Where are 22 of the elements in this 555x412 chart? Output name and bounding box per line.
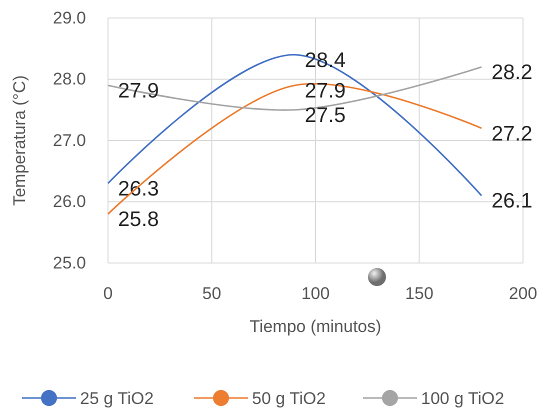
y-tick-label: 25.0 [52,253,86,272]
x-tick-label: 50 [202,284,222,304]
legend-label: 25 g TiO2 [80,389,154,408]
data-label: 28.2 [492,61,532,84]
data-label: 27.9 [118,79,159,102]
data-label: 27.9 [304,79,346,102]
x-tick-label: 150 [405,284,434,304]
legend-label: 50 g TiO2 [252,389,326,408]
y-axis-title: Temperatura (°C) [10,75,29,206]
data-label: 27.2 [492,122,532,146]
legend-label: 100 g TiO2 [421,389,504,408]
x-axis-title: Tiempo (minutos) [250,317,382,336]
x-tick-label: 0 [103,284,113,304]
y-tick-label: 27.0 [52,130,86,150]
data-label: 27.5 [304,104,346,127]
x-tick-label: 100 [301,284,330,304]
y-tick-label: 28.0 [52,70,86,89]
data-label: 26.1 [492,190,532,213]
x-tick-label: 200 [508,284,538,304]
y-tick-label: 26.0 [52,192,86,212]
data-label: 25.8 [118,208,159,231]
y-tick-label: 29.0 [52,8,86,28]
